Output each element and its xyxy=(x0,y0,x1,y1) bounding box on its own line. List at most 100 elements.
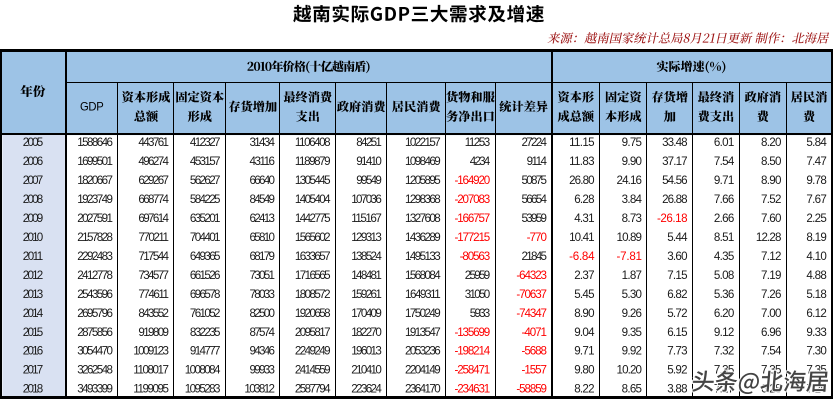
svg-text:21845: 21845 xyxy=(522,250,548,263)
svg-text:2006: 2006 xyxy=(23,155,43,168)
svg-text:2412778: 2412778 xyxy=(77,269,113,282)
svg-text:24.16: 24.16 xyxy=(617,174,643,187)
svg-text:27224: 27224 xyxy=(522,136,548,149)
svg-text:9.75: 9.75 xyxy=(622,136,642,149)
svg-text:7.73: 7.73 xyxy=(667,345,687,358)
svg-text:1923749: 1923749 xyxy=(77,193,113,206)
svg-text:-58859: -58859 xyxy=(516,383,547,396)
svg-text:9.26: 9.26 xyxy=(622,307,642,320)
svg-text:7.54: 7.54 xyxy=(714,155,735,168)
svg-text:6.96: 6.96 xyxy=(761,326,781,339)
svg-text:635201: 635201 xyxy=(190,212,221,225)
svg-text:7.26: 7.26 xyxy=(761,288,781,301)
svg-text:84549: 84549 xyxy=(250,193,276,206)
svg-text:1189879: 1189879 xyxy=(295,155,331,168)
svg-text:1750249: 1750249 xyxy=(405,307,441,320)
svg-text:1098469: 1098469 xyxy=(405,155,441,168)
svg-text:25959: 25959 xyxy=(465,269,491,282)
svg-text:-64323: -64323 xyxy=(516,269,547,282)
svg-text:-5688: -5688 xyxy=(522,345,548,358)
svg-text:2012: 2012 xyxy=(23,269,43,282)
svg-text:1095283: 1095283 xyxy=(185,383,221,396)
svg-text:84251: 84251 xyxy=(356,136,382,149)
svg-text:5.72: 5.72 xyxy=(667,307,687,320)
svg-text:1022157: 1022157 xyxy=(405,136,441,149)
svg-text:103812: 103812 xyxy=(244,383,275,396)
svg-text:2013: 2013 xyxy=(23,288,43,301)
svg-text:3.88: 3.88 xyxy=(667,383,687,396)
svg-text:66640: 66640 xyxy=(250,174,276,187)
svg-text:1205895: 1205895 xyxy=(405,174,441,187)
svg-text:33.48: 33.48 xyxy=(662,136,688,149)
svg-text:9.71: 9.71 xyxy=(714,174,734,187)
svg-text:8.65: 8.65 xyxy=(622,383,642,396)
svg-text:6.01: 6.01 xyxy=(714,136,734,149)
svg-text:1108017: 1108017 xyxy=(133,364,169,377)
svg-text:7.00: 7.00 xyxy=(761,307,781,320)
svg-text:62413: 62413 xyxy=(250,212,276,225)
svg-text:8.90: 8.90 xyxy=(761,174,781,187)
svg-text:99933: 99933 xyxy=(250,364,276,377)
svg-text:1820667: 1820667 xyxy=(77,174,113,187)
svg-text:1588646: 1588646 xyxy=(77,136,113,149)
svg-text:65810: 65810 xyxy=(250,231,276,244)
svg-text:78033: 78033 xyxy=(250,288,276,301)
svg-text:-4071: -4071 xyxy=(522,326,548,339)
svg-text:7.32: 7.32 xyxy=(714,345,734,358)
svg-text:7.60: 7.60 xyxy=(761,212,781,225)
svg-text:2249249: 2249249 xyxy=(295,345,331,358)
svg-text:1298368: 1298368 xyxy=(405,193,441,206)
svg-text:9114: 9114 xyxy=(527,155,548,168)
svg-text:9.35: 9.35 xyxy=(622,326,642,339)
svg-text:832235: 832235 xyxy=(190,326,221,339)
svg-text:115167: 115167 xyxy=(351,212,382,225)
svg-text:1699501: 1699501 xyxy=(77,155,113,168)
svg-text:-6.84: -6.84 xyxy=(569,250,595,263)
svg-text:2015: 2015 xyxy=(23,326,43,339)
svg-text:9.12: 9.12 xyxy=(714,326,734,339)
svg-text:10.41: 10.41 xyxy=(569,231,595,244)
svg-text:170409: 170409 xyxy=(351,307,382,320)
svg-text:443761: 443761 xyxy=(138,136,169,149)
svg-text:-198214: -198214 xyxy=(455,345,491,358)
svg-text:-166757: -166757 xyxy=(455,212,491,225)
svg-text:2095817: 2095817 xyxy=(295,326,331,339)
svg-text:8.90: 8.90 xyxy=(574,307,594,320)
svg-text:9.90: 9.90 xyxy=(622,155,642,168)
svg-text:107036: 107036 xyxy=(351,193,382,206)
svg-text:696578: 696578 xyxy=(190,288,221,301)
svg-text:9.92: 9.92 xyxy=(622,345,642,358)
svg-text:2414559: 2414559 xyxy=(295,364,331,377)
svg-text:210410: 210410 xyxy=(351,364,382,377)
svg-text:-135699: -135699 xyxy=(455,326,491,339)
svg-text:2007: 2007 xyxy=(23,174,43,187)
svg-text:31050: 31050 xyxy=(465,288,491,301)
svg-text:43116: 43116 xyxy=(250,155,276,168)
svg-text:6.20: 6.20 xyxy=(714,307,734,320)
svg-text:761052: 761052 xyxy=(190,307,221,320)
svg-text:4.31: 4.31 xyxy=(574,212,594,225)
svg-text:919809: 919809 xyxy=(138,326,169,339)
svg-text:1568084: 1568084 xyxy=(405,269,441,282)
svg-text:-70637: -70637 xyxy=(516,288,547,301)
svg-text:-26.18: -26.18 xyxy=(657,212,688,225)
svg-text:73051: 73051 xyxy=(250,269,276,282)
svg-text:697614: 697614 xyxy=(138,212,169,225)
svg-text:2008: 2008 xyxy=(23,193,43,206)
svg-text:2.37: 2.37 xyxy=(574,269,594,282)
svg-text:1.87: 1.87 xyxy=(622,269,642,282)
svg-text:2005: 2005 xyxy=(23,136,43,149)
svg-text:7.47: 7.47 xyxy=(806,155,826,168)
svg-text:2010: 2010 xyxy=(23,231,43,244)
svg-text:-164920: -164920 xyxy=(455,174,491,187)
svg-text:53959: 53959 xyxy=(522,212,548,225)
svg-text:2695796: 2695796 xyxy=(77,307,113,320)
svg-text:734577: 734577 xyxy=(138,269,169,282)
svg-text:-177215: -177215 xyxy=(455,231,491,244)
svg-text:50875: 50875 xyxy=(522,174,548,187)
svg-text:4.88: 4.88 xyxy=(806,269,826,282)
svg-text:-258471: -258471 xyxy=(455,364,491,377)
svg-text:717544: 717544 xyxy=(138,250,169,263)
svg-text:7.12: 7.12 xyxy=(761,250,781,263)
svg-text:1442775: 1442775 xyxy=(295,212,331,225)
